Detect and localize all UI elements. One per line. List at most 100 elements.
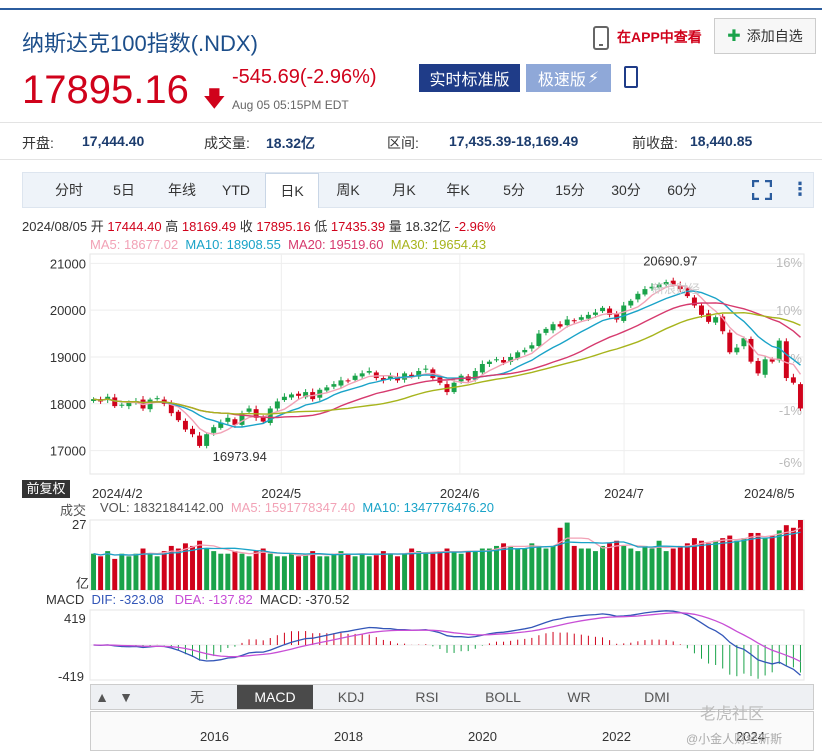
nav-year-2022: 2022 <box>602 729 631 744</box>
tab-ytd[interactable]: YTD <box>222 182 250 198</box>
fast-version-label: 极速版 <box>537 72 586 89</box>
volume-bar <box>218 553 224 590</box>
indicator-macd[interactable]: MACD <box>237 685 313 709</box>
candle-body <box>783 341 789 379</box>
volume-ma10-line <box>93 531 801 556</box>
top-accent-line <box>0 8 822 10</box>
volume-bar <box>451 551 457 590</box>
candle-body <box>677 285 683 290</box>
tab-year-line[interactable]: 年线 <box>168 182 196 198</box>
add-watchlist-button[interactable]: ✚ 添加自选 <box>714 18 816 54</box>
volume-bar <box>310 551 316 590</box>
indicator-wr[interactable]: WR <box>567 689 591 705</box>
volume-bar <box>699 540 704 590</box>
dif-line <box>93 610 801 676</box>
volume-bar <box>112 558 118 590</box>
candle-body <box>607 308 613 315</box>
volume-bar <box>91 553 97 590</box>
candle-body <box>168 403 174 414</box>
ma30-line <box>93 311 801 415</box>
volume-bar <box>239 553 245 590</box>
candle-body <box>600 307 605 312</box>
candle-body <box>585 314 591 319</box>
candle-body <box>592 312 598 315</box>
price-tick-label: 19000 <box>50 350 86 365</box>
tab-monthly-k[interactable]: 月K <box>392 182 416 198</box>
fast-version-button[interactable]: 极速版 ⚡ <box>526 64 611 92</box>
price-tick-label: 18000 <box>50 397 86 412</box>
volume-bar <box>649 548 655 590</box>
volume-bar <box>585 548 591 590</box>
volume-bar <box>430 553 436 590</box>
candle-body <box>741 338 747 347</box>
tab-weekly-k[interactable]: 周K <box>336 182 360 198</box>
volume-bar <box>727 535 733 590</box>
tab-5day[interactable]: 5日 <box>113 182 135 198</box>
tab-daily-k[interactable]: 日K <box>265 173 319 208</box>
candle-body <box>352 375 358 380</box>
volume-bar <box>465 551 471 590</box>
candle-body <box>267 408 273 423</box>
volume-bar <box>352 556 358 590</box>
macd-name: MACD <box>46 592 85 607</box>
ohlc-info-line: 2024/08/05 开 17444.40 高 18169.49 收 17895… <box>22 216 496 235</box>
volume-bar <box>494 545 499 590</box>
volume-bar <box>769 535 775 590</box>
indicator-dmi[interactable]: DMI <box>644 689 670 705</box>
candle-body <box>642 289 648 295</box>
prev-close-label: 前收盘: <box>632 135 678 151</box>
tab-intraday[interactable]: 分时 <box>55 182 83 198</box>
candle-body <box>713 317 719 323</box>
indicator-boll[interactable]: BOLL <box>485 689 521 705</box>
candle-body <box>182 420 188 430</box>
volume-bar <box>402 553 408 590</box>
candle-body <box>239 413 245 425</box>
volume-bar <box>126 556 132 590</box>
mobile-icon[interactable] <box>624 66 638 88</box>
phone-icon[interactable] <box>593 26 609 50</box>
candle-body <box>296 393 302 396</box>
price-tick-label: 20000 <box>50 303 86 318</box>
volume-bar <box>536 545 542 590</box>
tab-60min[interactable]: 60分 <box>667 182 697 198</box>
nav-year-2016: 2016 <box>200 729 229 744</box>
last-price: 17895.16 <box>22 68 189 112</box>
fullscreen-icon[interactable] <box>752 180 772 200</box>
date-tick-label: 2024/6 <box>440 486 480 501</box>
scroll-up-icon[interactable]: ▲ <box>95 689 109 705</box>
info-close-label: 收 <box>239 219 253 234</box>
tab-15min[interactable]: 15分 <box>555 182 585 198</box>
scroll-down-icon[interactable]: ▼ <box>119 689 133 705</box>
tab-30min[interactable]: 30分 <box>611 182 641 198</box>
volume-bar <box>444 548 450 590</box>
candle-body <box>345 380 351 382</box>
adjust-label[interactable]: 前复权 <box>22 480 70 498</box>
candle-body <box>416 371 422 377</box>
candle-body <box>225 417 231 422</box>
more-options-icon[interactable]: ⋮ <box>791 179 809 199</box>
volume-bar <box>670 548 676 590</box>
ma-legend: MA5: 18677.02 MA10: 18908.55 MA20: 19519… <box>90 237 486 252</box>
stats-bar: 开盘: 17,444.40 成交量: 18.32亿 区间: 17,435.39-… <box>0 122 822 160</box>
candle-body <box>175 411 181 421</box>
add-watchlist-label: 添加自选 <box>746 28 803 44</box>
open-in-app-link[interactable]: 在APP中查看 <box>617 29 702 45</box>
tab-yearly-k[interactable]: 年K <box>446 182 470 198</box>
range-navigator[interactable] <box>90 711 814 751</box>
volume-bar <box>359 553 365 590</box>
volume-bar <box>734 540 740 590</box>
volume-bar <box>529 543 535 590</box>
info-volume-label: 量 <box>388 219 402 234</box>
candle-body <box>324 387 330 391</box>
indicator-rsi[interactable]: RSI <box>415 689 439 705</box>
realtime-standard-button[interactable]: 实时标准版 <box>419 64 520 92</box>
pct-tick-label: -1% <box>779 403 803 418</box>
indicator-kdj[interactable]: KDJ <box>337 689 365 705</box>
volume-bar <box>797 520 803 590</box>
volume-bar <box>105 551 111 590</box>
indicator-none[interactable]: 无 <box>190 689 204 705</box>
tab-5min[interactable]: 5分 <box>503 182 525 198</box>
candle-body <box>684 288 690 297</box>
volume-bar <box>154 556 160 590</box>
